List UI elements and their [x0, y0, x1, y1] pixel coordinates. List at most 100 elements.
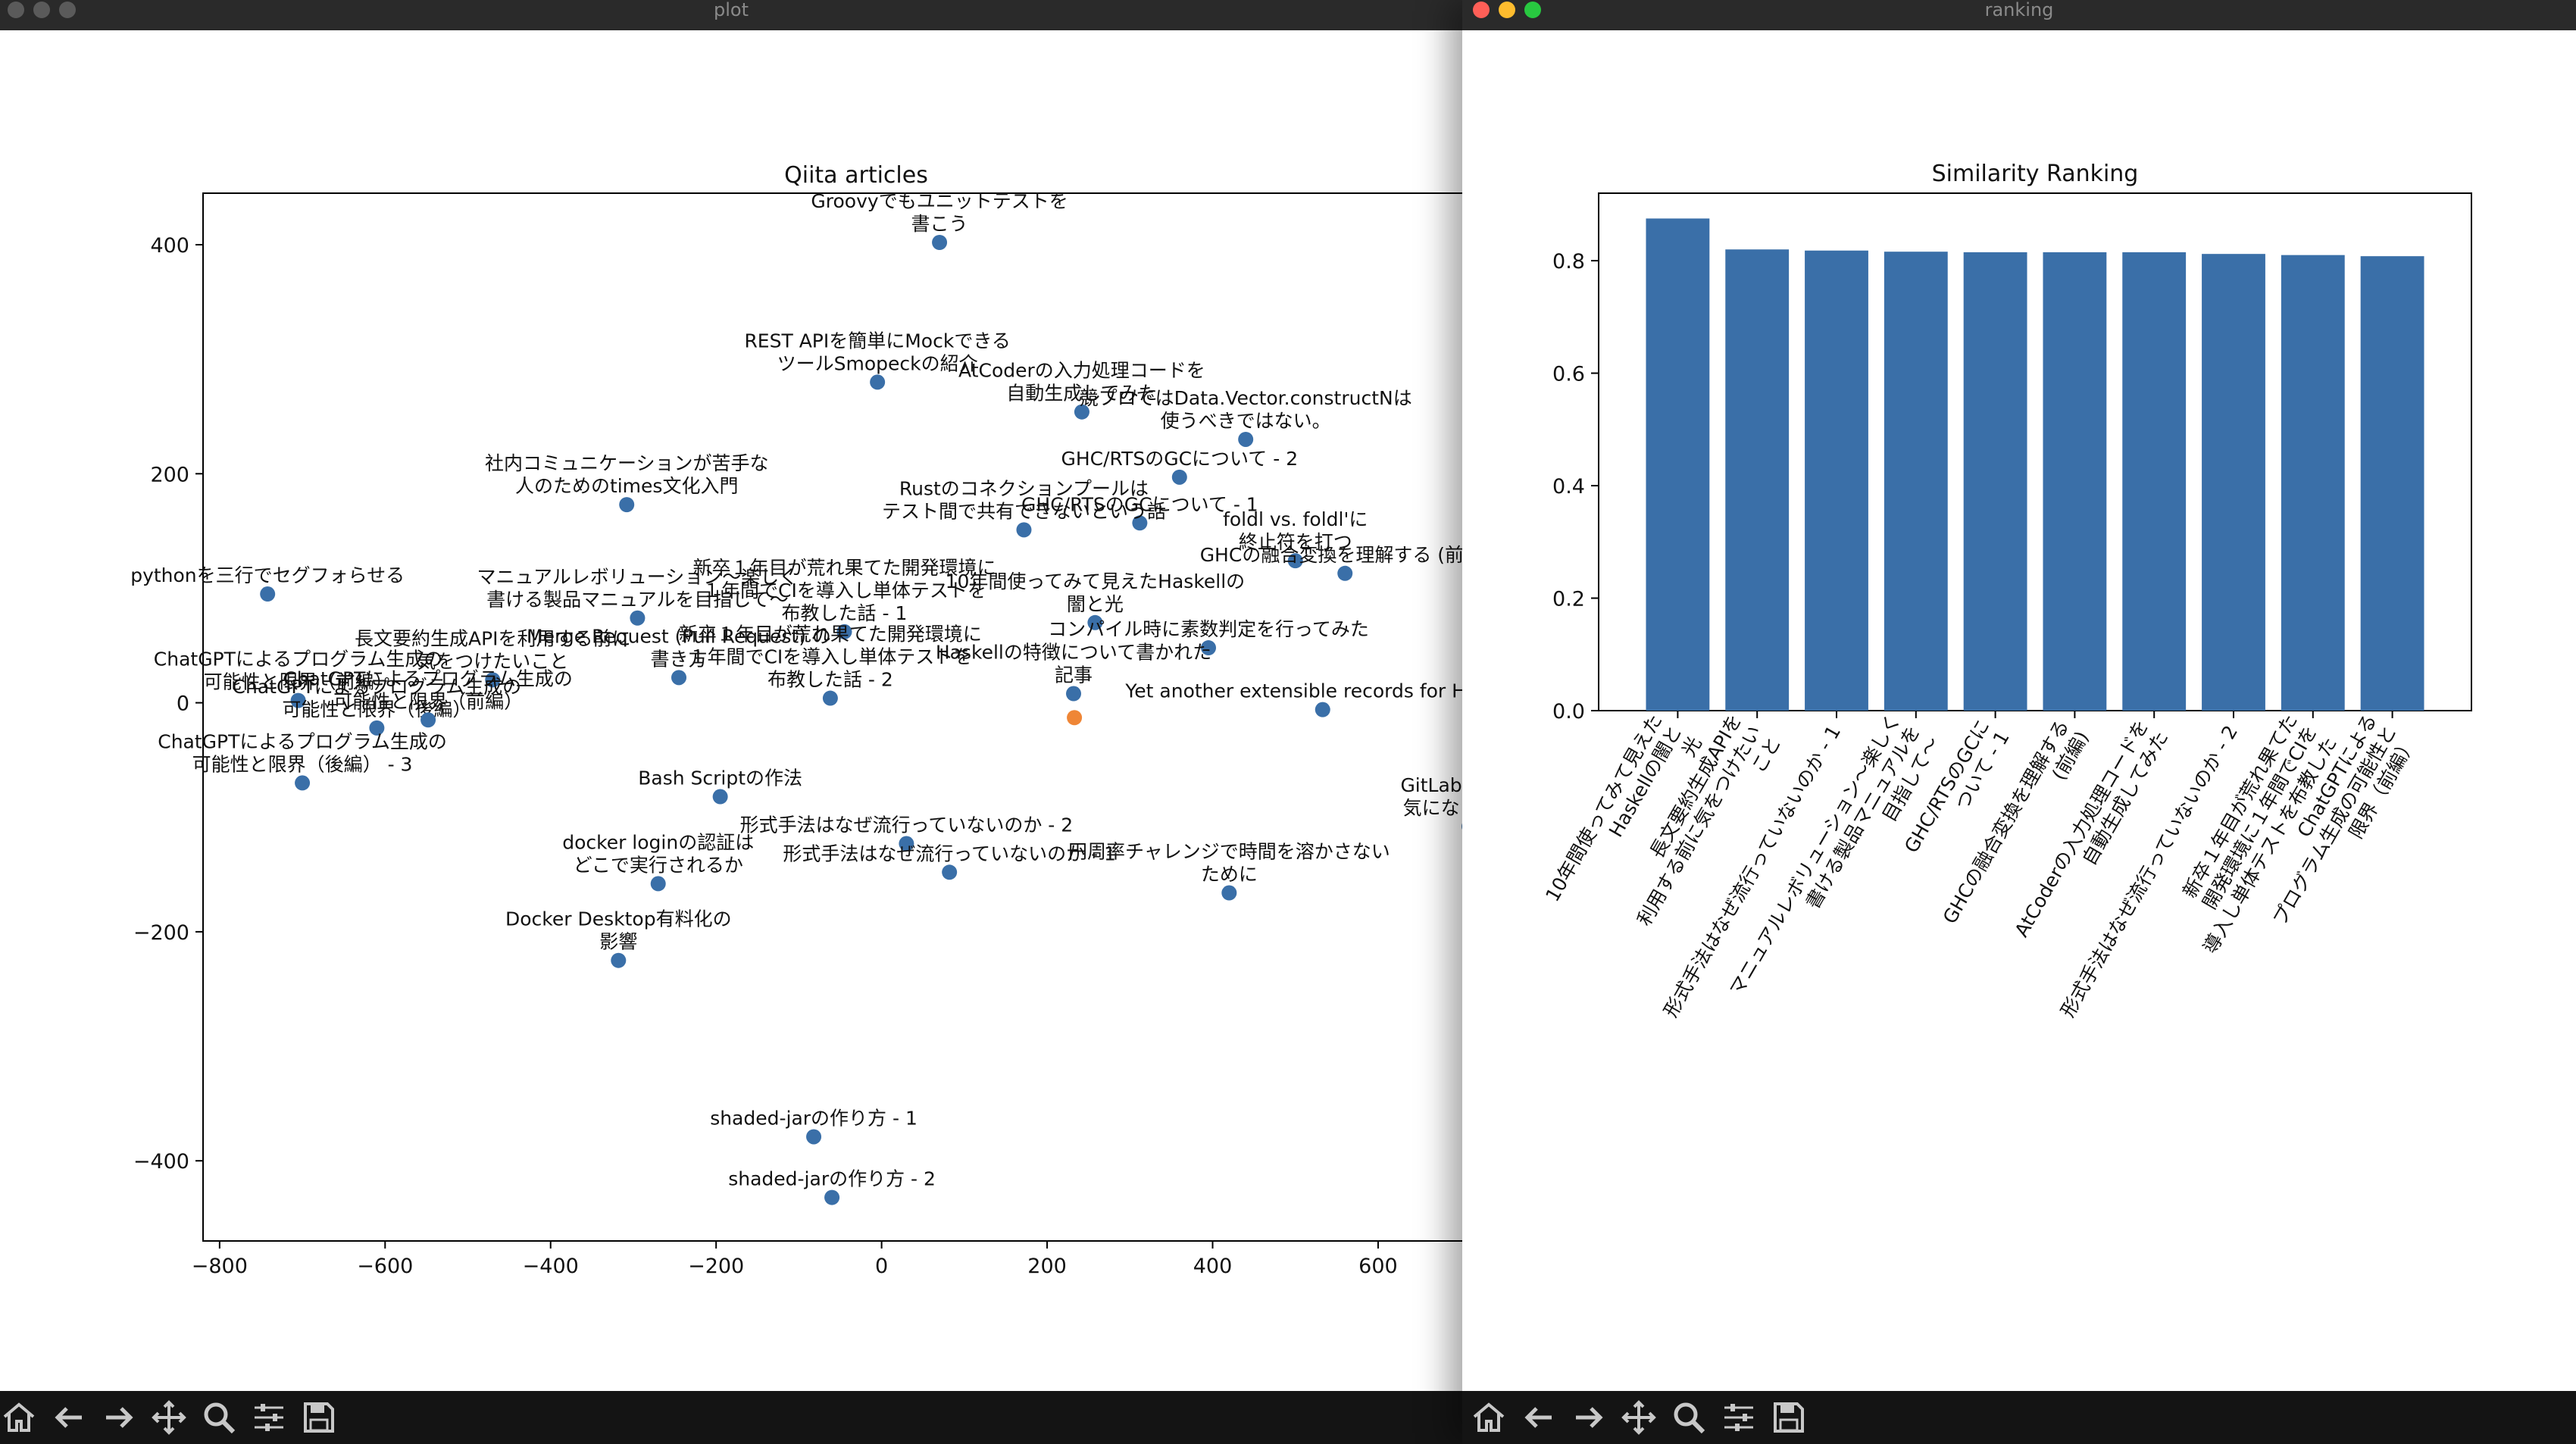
article-point [806, 1129, 822, 1145]
article-label: Haskellの特徴について書かれた記事 [936, 642, 1211, 686]
x-tick-label: 600 [1358, 1255, 1398, 1278]
article-label: shaded-jarの作り方 - 2 [728, 1168, 936, 1190]
x-tick-label: −800 [192, 1255, 248, 1278]
zoom-window-button[interactable] [1524, 2, 1541, 18]
save-icon[interactable] [300, 1399, 338, 1436]
plot-window: plot Qiita articles −800 −600 −400 −200 0 200 4… [0, 0, 1462, 1444]
article-label: ChatGPTによるプログラム生成の可能性と限界（前編） [154, 649, 443, 693]
plot-canvas[interactable]: Qiita articles −800 −600 −400 −200 0 200 400 600… [0, 30, 1462, 1391]
x-tick-label: 200 [1027, 1255, 1067, 1278]
article-label: Merge Request (Pull Request) の書き方 [527, 625, 831, 670]
save-icon[interactable] [1770, 1399, 1808, 1436]
article-point [942, 864, 958, 880]
minimize-window-button[interactable] [1499, 2, 1515, 18]
article-point [712, 789, 728, 805]
article-label: pythonを三行でセグフォらせる [130, 564, 405, 586]
article-point [1074, 404, 1089, 420]
similarity-bar [2281, 255, 2345, 711]
article-label: ChatGPTによるプログラム生成の可能性と限界（後編） - 3 [158, 730, 447, 775]
article-point [1087, 614, 1103, 630]
article-label: 円周率チャレンジで時間を溶かさないために [1068, 841, 1390, 886]
configure-subplots-icon[interactable] [1720, 1399, 1758, 1436]
article-point [619, 497, 635, 513]
article-label: AtCoderの入力処理コードを自動生成してみた [958, 360, 1205, 405]
ranking-canvas[interactable]: Similarity Ranking 0.0 0.2 0.4 0.6 0.8 10年間使って… [1462, 30, 2576, 1391]
zoom-icon[interactable] [1670, 1399, 1708, 1436]
configure-subplots-icon[interactable] [250, 1399, 288, 1436]
x-tick-label: 400 [1193, 1255, 1233, 1278]
article-label: shaded-jarの作り方 - 1 [710, 1107, 918, 1129]
zoom-window-button[interactable] [59, 2, 76, 18]
x-tick-label: −400 [523, 1255, 579, 1278]
article-point [1238, 431, 1254, 447]
pan-icon[interactable] [150, 1399, 188, 1436]
y-tick-label: 400 [150, 234, 189, 258]
pan-icon[interactable] [1620, 1399, 1658, 1436]
article-label: マニュアルレボリューション〜楽しく書ける製品マニュアルを目指して〜 [477, 566, 799, 611]
home-icon[interactable] [0, 1399, 38, 1436]
similarity-bar [2043, 252, 2107, 711]
plot-titlebar: plot [0, 0, 1462, 30]
x-tick-label: −200 [688, 1255, 744, 1278]
bar-title: Similarity Ranking [1932, 161, 2139, 187]
forward-icon[interactable] [100, 1399, 138, 1436]
article-label: GHCの融合変換を理解する (前編) [1200, 544, 1462, 566]
ranking-toolbar [1462, 1391, 2576, 1444]
article-point [260, 586, 276, 602]
close-window-button[interactable] [1473, 2, 1490, 18]
bar-chart: Similarity Ranking0.00.20.40.60.810年間使って… [1541, 161, 2472, 1021]
article-label: ChatGPTによるプログラム生成の可能性と限界（後編） [233, 676, 522, 720]
minimize-window-button[interactable] [33, 2, 50, 18]
y-tick-label: 0.2 [1552, 588, 1585, 611]
scatter-title: Qiita articles [784, 162, 928, 189]
article-point [1221, 885, 1237, 901]
window-title: plot [714, 0, 749, 20]
y-tick-label: 0.8 [1552, 250, 1585, 273]
article-point [1201, 640, 1217, 656]
article-point [1132, 515, 1148, 531]
zoom-icon[interactable] [200, 1399, 238, 1436]
article-label: ChatGPTによるプログラム生成の可能性と限界（前編） [283, 667, 573, 712]
article-label: Groovyでもユニットテストを書こう [811, 190, 1068, 235]
article-point [671, 670, 687, 686]
article-point [824, 1189, 840, 1205]
window-title: ranking [1984, 0, 2054, 20]
article-label: Rustのコネクションプールはテスト間で共有できないという話 [882, 477, 1166, 522]
article-label: GitLabのストレ気になったので [1400, 774, 1462, 819]
article-label: 新卒１年目が荒れ果てた開発環境に１年間でCIを導入し単体テストを布教した話 - … [679, 624, 982, 691]
query-point [1067, 710, 1083, 726]
article-point [932, 234, 948, 250]
home-icon[interactable] [1470, 1399, 1508, 1436]
similarity-bar [1805, 250, 1868, 711]
article-label: GHC/RTSのGCについて - 1 [1021, 493, 1258, 515]
article-point [899, 836, 914, 852]
article-point [485, 672, 501, 688]
article-label: 形式手法はなぜ流行っていないのか - 1 [783, 842, 1116, 864]
article-label: 10年間使ってみて見えたHaskellの闇と光 [946, 570, 1246, 615]
y-tick-label: 0 [177, 692, 189, 716]
article-point [1016, 522, 1032, 538]
article-label: foldl vs. foldl'に終止符を打つ [1223, 508, 1368, 553]
similarity-bar [2122, 252, 2187, 711]
similarity-bar [2360, 256, 2424, 711]
y-tick-label: −200 [133, 921, 189, 945]
article-point [420, 712, 436, 728]
close-window-button[interactable] [8, 2, 24, 18]
similarity-bar [2202, 254, 2265, 711]
article-point [1171, 469, 1187, 485]
x-tick-label: −600 [357, 1255, 413, 1278]
y-tick-label: −400 [133, 1150, 189, 1174]
plot-toolbar [0, 1391, 1462, 1444]
scatter-axes-frame [202, 192, 1462, 1242]
ranking-titlebar: ranking [1462, 0, 2576, 30]
article-label: 社内コミュニケーションが苦手な人のためのtimes文化入門 [485, 452, 769, 497]
article-label: REST APIを簡単にMockできるツールSmopeckの紹介 [744, 330, 1010, 374]
article-label: Bash Scriptの作法 [638, 767, 802, 789]
article-point [1287, 553, 1303, 569]
back-icon[interactable] [1520, 1399, 1558, 1436]
article-label: docker loginの認証はどこで実行されるか [562, 831, 754, 876]
forward-icon[interactable] [1570, 1399, 1608, 1436]
back-icon[interactable] [50, 1399, 88, 1436]
article-label: 競プロではData.Vector.constructNは使うべきではない。 [1080, 387, 1412, 432]
article-label: 形式手法はなぜ流行っていないのか - 2 [740, 814, 1074, 836]
